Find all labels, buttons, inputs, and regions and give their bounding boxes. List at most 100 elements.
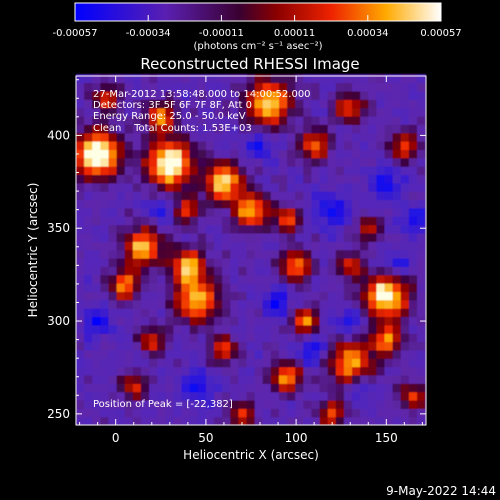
- heatmap-cell: [230, 224, 239, 234]
- heatmap-cell: [157, 232, 166, 242]
- heatmap-cell: [254, 107, 264, 117]
- heatmap-cell: [214, 232, 223, 242]
- heatmap-cell: [100, 232, 110, 242]
- heatmap-cell: [222, 107, 231, 117]
- heatmap-cell: [311, 408, 321, 418]
- heatmap-cell: [254, 207, 264, 217]
- heatmap-cell: [140, 291, 150, 301]
- heatmap-cell: [189, 241, 199, 251]
- heatmap-cell: [84, 232, 93, 242]
- heatmap-cell: [279, 82, 288, 92]
- heatmap-cell: [189, 166, 199, 175]
- heatmap-cell: [222, 174, 231, 184]
- heatmap-cell: [400, 266, 410, 276]
- heatmap-cell: [84, 299, 93, 309]
- heatmap-cell: [303, 399, 312, 409]
- heatmap-cell: [343, 82, 353, 92]
- heatmap-cell: [132, 132, 142, 142]
- heatmap-cell: [270, 115, 280, 125]
- heatmap-cell: [173, 149, 183, 159]
- heatmap-cell: [140, 232, 150, 242]
- heatmap-cell: [417, 291, 426, 301]
- heatmap-cell: [238, 99, 248, 109]
- heatmap-cell: [311, 107, 321, 117]
- heatmap-cell: [408, 216, 418, 226]
- heatmap-cell: [132, 291, 142, 301]
- heatmap-cell: [189, 299, 199, 309]
- heatmap-cell: [157, 207, 166, 217]
- heatmap-cell: [262, 224, 272, 234]
- heatmap-cell: [376, 149, 386, 159]
- heatmap-cell: [384, 408, 394, 418]
- heatmap-cell: [384, 157, 394, 167]
- heatmap-cell: [124, 241, 134, 251]
- heatmap-cell: [116, 90, 126, 100]
- heatmap-cell: [279, 399, 288, 409]
- heatmap-cell: [352, 115, 361, 125]
- heatmap-cell: [197, 333, 207, 343]
- heatmap-cell: [376, 257, 386, 267]
- heatmap-cell: [408, 166, 418, 175]
- heatmap-cell: [108, 358, 118, 368]
- heatmap-cell: [319, 366, 329, 376]
- heatmap-cell: [287, 249, 296, 259]
- heatmap-cell: [189, 374, 199, 384]
- heatmap-cell: [100, 391, 110, 401]
- heatmap-cell: [140, 149, 150, 159]
- heatmap-cell: [254, 308, 264, 317]
- heatmap-cell: [262, 308, 272, 317]
- heatmap-cell: [246, 308, 256, 317]
- heatmap-cell: [287, 107, 296, 117]
- heatmap-cell: [270, 349, 280, 359]
- heatmap-cell: [173, 383, 183, 393]
- heatmap-cell: [165, 358, 174, 368]
- heatmap-cell: [140, 399, 150, 409]
- heatmap-cell: [400, 157, 410, 167]
- heatmap-cell: [417, 182, 426, 192]
- heatmap-cell: [311, 241, 321, 251]
- heatmap-cell: [181, 416, 191, 425]
- heatmap-cell: [327, 107, 337, 117]
- heatmap-cell: [270, 166, 280, 175]
- heatmap-cell: [230, 132, 239, 142]
- heatmap-cell: [222, 241, 231, 251]
- heatmap-cell: [295, 191, 304, 201]
- heatmap-cell: [116, 257, 126, 267]
- heatmap-cell: [368, 266, 377, 276]
- heatmap-cell: [392, 241, 402, 251]
- heatmap-cell: [287, 191, 296, 201]
- heatmap-cell: [246, 383, 256, 393]
- heatmap-cell: [181, 241, 191, 251]
- heatmap-cell: [116, 107, 126, 117]
- heatmap-cell: [205, 316, 215, 326]
- heatmap-cell: [92, 291, 101, 301]
- heatmap-cell: [100, 366, 110, 376]
- heatmap-cell: [140, 391, 150, 401]
- heatmap-cell: [343, 383, 353, 393]
- heatmap-cell: [343, 257, 353, 267]
- heatmap-cell: [108, 249, 118, 259]
- heatmap-cell: [100, 333, 110, 343]
- heatmap-cell: [279, 107, 288, 117]
- heatmap-cell: [417, 157, 426, 167]
- heatmap-cell: [149, 274, 158, 284]
- heatmap-cell: [230, 266, 239, 276]
- heatmap-cell: [327, 316, 337, 326]
- heatmap-cell: [335, 383, 345, 393]
- heatmap-cell: [205, 174, 215, 184]
- heatmap-cell: [222, 374, 231, 384]
- heatmap-cell: [76, 107, 85, 117]
- heatmap-cell: [76, 90, 85, 100]
- heatmap-cell: [214, 157, 223, 167]
- heatmap-cell: [262, 274, 272, 284]
- heatmap-cell: [262, 90, 272, 100]
- heatmap-cell: [181, 324, 191, 334]
- heatmap-cell: [222, 333, 231, 343]
- heatmap-cell: [295, 224, 304, 234]
- heatmap-cell: [132, 374, 142, 384]
- heatmap-cell: [408, 316, 418, 326]
- heatmap-cell: [222, 399, 231, 409]
- heatmap-cell: [311, 199, 321, 209]
- heatmap-cell: [100, 191, 110, 201]
- heatmap-cell: [384, 99, 394, 109]
